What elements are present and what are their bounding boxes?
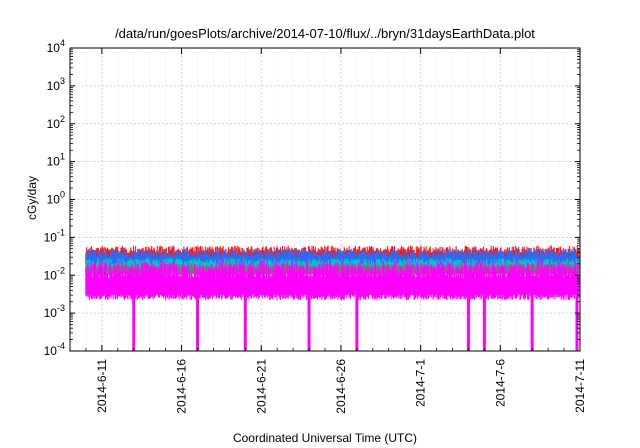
plot-area [69, 48, 581, 351]
x-axis-label: Coordinated Universal Time (UTC) [233, 431, 417, 445]
y-tick-label: 102 [47, 114, 65, 131]
dropout-spike [243, 295, 247, 351]
y-tick-label: 101 [47, 152, 65, 169]
dropout-spike [355, 295, 359, 351]
y-tick-label: 103 [47, 76, 65, 93]
series-5-line [85, 260, 580, 301]
chart-title: /data/run/goesPlots/archive/2014-07-10/f… [115, 26, 535, 41]
x-tick-label: 2014-6-26 [334, 359, 348, 414]
y-tick-label: 10-1 [44, 227, 65, 244]
y-axis-label: cGy/day [25, 176, 39, 220]
x-tick-label: 2014-7-1 [414, 359, 428, 407]
dropout-spike [482, 295, 486, 351]
axes: 10-4 10-3 10-2 10-1 100 101 102 103 104 2014-6-11… [44, 38, 587, 414]
dropout-spike [466, 295, 470, 351]
dropout-spike [530, 295, 534, 351]
x-tick-label: 2014-6-11 [95, 359, 109, 413]
y-tick-label: 100 [47, 190, 65, 207]
y-tick-label: 104 [47, 38, 65, 55]
x-tick-label: 2014-7-11 [573, 359, 587, 413]
x-tick-label: 2014-6-21 [254, 359, 268, 414]
y-tick-label: 10-3 [44, 303, 65, 320]
dropout-spike [575, 295, 579, 351]
y-tick-label: 10-2 [44, 265, 65, 282]
y-tick-label: 10-4 [44, 341, 65, 358]
dropout-spike [307, 295, 311, 351]
dropout-spike [132, 295, 136, 351]
x-tick-label: 2014-6-16 [175, 359, 189, 414]
x-tick-label: 2014-7-6 [493, 359, 507, 407]
dropout-spike [196, 295, 199, 351]
